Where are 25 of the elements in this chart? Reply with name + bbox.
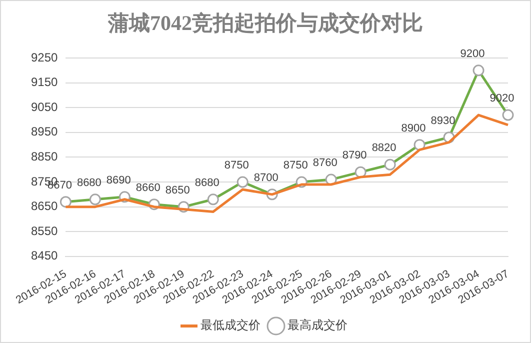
- data-label: 9200: [460, 48, 485, 60]
- y-tick-label: 8450: [30, 248, 58, 263]
- data-label: 8690: [106, 174, 131, 186]
- y-tick-label: 9050: [30, 100, 58, 114]
- legend-label: 最高成交价: [288, 318, 348, 332]
- data-label: 8660: [136, 182, 160, 194]
- data-label: 8760: [312, 157, 338, 170]
- data-label: 8930: [430, 114, 456, 127]
- data-label: 8650: [165, 184, 190, 196]
- y-tick-label: 8550: [30, 224, 58, 238]
- data-label: 8680: [76, 176, 102, 189]
- chart-title: 蒲城7042竞拍起拍价与成交价对比: [107, 10, 424, 37]
- data-label: 8900: [401, 122, 426, 134]
- y-tick-label: 9250: [30, 50, 58, 64]
- y-tick-label: 8650: [30, 199, 58, 214]
- data-label: 8790: [342, 150, 367, 162]
- y-tick-label: 8850: [30, 150, 58, 164]
- data-label: 8680: [194, 176, 220, 189]
- data-label: 8700: [254, 172, 278, 184]
- data-label: 8750: [224, 160, 249, 172]
- y-tick-label: 9150: [30, 75, 58, 90]
- legend-label: 最低成交价: [200, 318, 260, 332]
- data-label: 8750: [283, 160, 308, 172]
- data-label: 8820: [372, 142, 396, 154]
- y-tick-label: 8950: [30, 124, 58, 139]
